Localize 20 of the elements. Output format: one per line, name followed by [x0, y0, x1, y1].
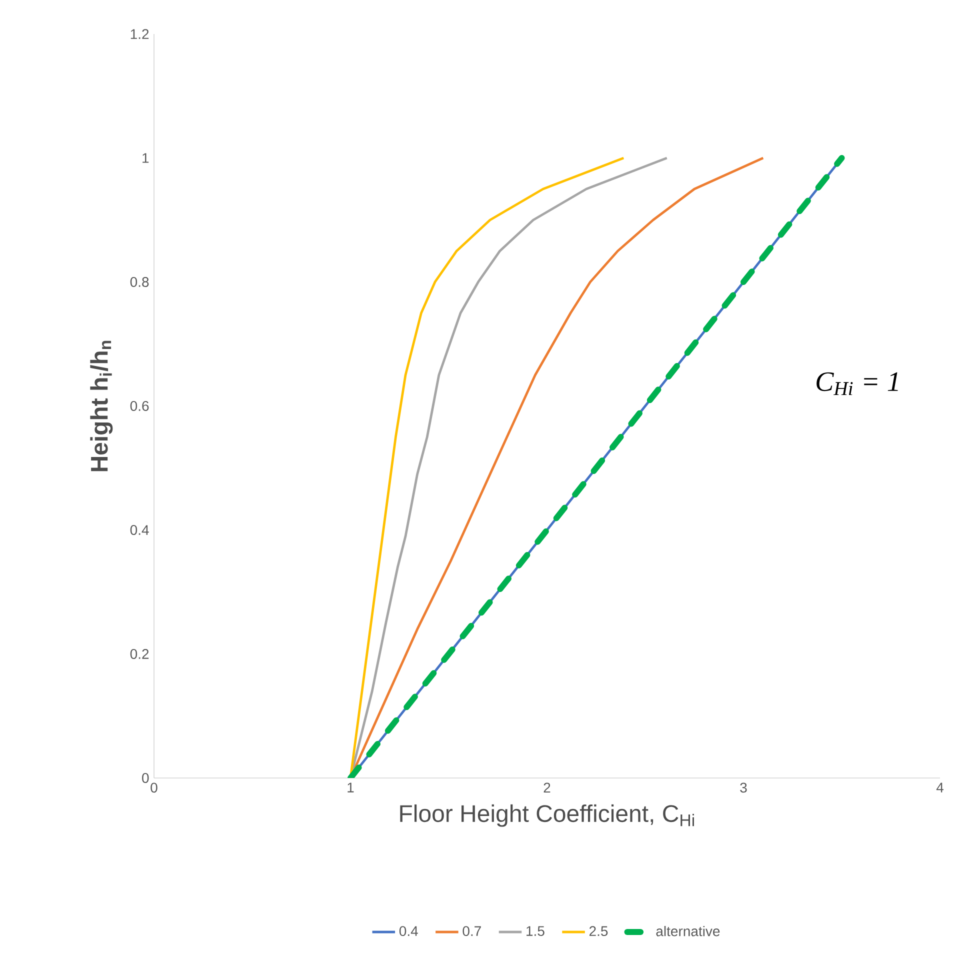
y-tick-label: 1.2 — [130, 29, 149, 39]
x-tick-label: 2 — [544, 782, 550, 792]
annotation: C$_{Hi}$ = 1 — [816, 372, 898, 396]
legend-label: 0.4 — [399, 926, 418, 936]
y-tick-label: 0 — [142, 773, 149, 783]
legend-label: 0.7 — [462, 926, 481, 936]
legend-label: 2.5 — [589, 926, 608, 936]
y-tick-label: 0.2 — [130, 649, 149, 659]
x-tick-label: 0 — [150, 782, 158, 793]
legend-label: alternative — [656, 926, 720, 936]
x-tick-label: 3 — [740, 782, 747, 793]
y-tick-label: 0.6 — [130, 401, 149, 411]
x-tick-label: 4 — [936, 782, 944, 792]
x-tick-label: 1 — [348, 782, 354, 792]
y-tick-label: 0.4 — [130, 525, 149, 535]
x-axis-title: Floor Height Coefficient, C$_{Hi}$ — [400, 804, 694, 827]
y-tick-label: 0.8 — [130, 277, 149, 287]
y-axis-title: Height h$_{i}$/h$_{n}$ — [90, 340, 113, 472]
legend-label: 1.5 — [526, 926, 544, 936]
y-tick-label: 1 — [142, 153, 149, 163]
